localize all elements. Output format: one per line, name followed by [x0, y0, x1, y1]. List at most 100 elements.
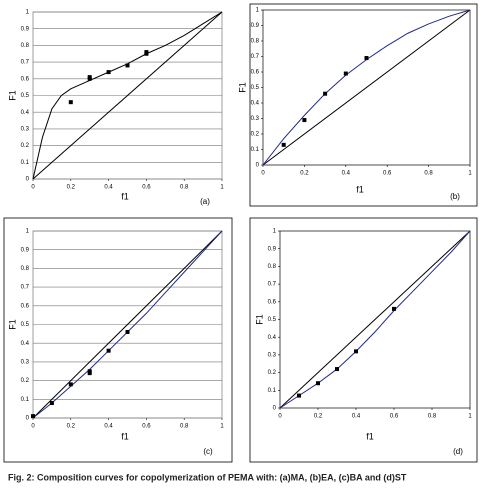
y-tick-label: 0.4	[268, 335, 277, 341]
y-tick-label: 0.8	[21, 43, 30, 49]
y-tick-label: 0.1	[21, 160, 30, 166]
x-axis-label: f1	[121, 431, 129, 441]
y-tick-label: 0.3	[268, 352, 277, 358]
data-point	[68, 100, 73, 105]
y-tick-label: 0.3	[21, 126, 30, 132]
y-tick-label: 0.9	[21, 247, 30, 253]
curve	[32, 11, 223, 180]
y-tick-label: 0.1	[21, 397, 30, 403]
y-tick-label: 0	[256, 163, 260, 169]
y-tick-label: 1	[26, 229, 30, 235]
curve	[279, 230, 471, 409]
x-tick-label: 0.4	[352, 414, 361, 420]
x-tick-label: 0.8	[424, 171, 433, 177]
x-tick-label: 1	[468, 414, 472, 420]
data-point	[106, 70, 111, 75]
curve	[32, 230, 223, 419]
y-tick-label: 0.5	[251, 85, 260, 91]
x-tick-label: 0.2	[314, 414, 323, 420]
y-tick-label: 1	[256, 8, 260, 14]
data-point	[31, 414, 35, 419]
x-tick-label: 0.4	[104, 424, 113, 430]
data-point	[281, 142, 286, 147]
data-point	[49, 401, 54, 406]
x-tick-label: 1	[468, 171, 472, 177]
x-tick-label: 0.4	[104, 185, 113, 191]
x-axis-label: f1	[121, 191, 129, 201]
panel-label: (d)	[453, 447, 463, 456]
y-tick-label: 0.1	[268, 388, 277, 394]
y-tick-label: 1	[273, 229, 277, 235]
y-axis-label: F1	[7, 319, 17, 330]
x-tick-label: 0.6	[142, 185, 151, 191]
y-tick-label: 0.7	[268, 282, 277, 288]
data-point	[335, 367, 339, 372]
x-tick-label: 0.6	[390, 414, 399, 420]
data-point	[354, 349, 358, 354]
panel-frame	[249, 3, 478, 207]
y-tick-label: 0.7	[251, 54, 260, 60]
y-tick-label: 0.6	[21, 303, 30, 309]
x-tick-label: 0.8	[428, 414, 437, 420]
y-axis-label: F1	[7, 90, 17, 101]
plot-area	[279, 230, 471, 409]
y-tick-label: 0.2	[251, 132, 260, 138]
x-axis-label: f1	[366, 431, 374, 441]
y-tick-label: 0.1	[251, 147, 260, 153]
curve	[262, 9, 471, 166]
y-tick-label: 0.5	[268, 317, 277, 323]
x-tick-label: 0	[278, 414, 282, 420]
y-tick-label: 0.9	[21, 26, 30, 32]
x-tick-label: 0.8	[180, 185, 189, 191]
plot-area	[32, 11, 223, 180]
y-tick-label: 0.4	[21, 341, 30, 347]
y-tick-label: 0.2	[21, 378, 30, 384]
x-axis-label: f1	[356, 184, 364, 194]
x-tick-label: 0.2	[67, 424, 76, 430]
caption: Fig. 2: Composition curves for copolymer…	[8, 472, 407, 482]
y-tick-label: 0.4	[21, 110, 30, 116]
y-tick-label: 0.6	[268, 299, 277, 305]
y-tick-label: 0.7	[21, 285, 30, 291]
y-tick-label: 0.9	[251, 23, 260, 29]
y-tick-label: 0	[26, 177, 30, 183]
y-tick-label: 0.7	[21, 60, 30, 66]
x-tick-label: 0.8	[180, 424, 189, 430]
data-point	[392, 306, 396, 311]
data-point	[302, 118, 307, 123]
y-tick-label: 0.6	[251, 70, 260, 76]
y-tick-label: 0.2	[268, 370, 277, 376]
y-tick-label: 0.2	[21, 143, 30, 149]
y-tick-label: 0.8	[251, 39, 260, 45]
y-tick-label: 0.5	[21, 93, 30, 99]
data-point	[125, 329, 130, 334]
x-tick-label: 0	[261, 171, 265, 177]
y-axis-label: F1	[237, 82, 247, 93]
x-tick-label: 0.2	[300, 171, 309, 177]
y-tick-label: 0.8	[21, 266, 30, 272]
data-point	[297, 393, 301, 398]
y-tick-label: 0	[273, 406, 277, 412]
x-tick-label: 0	[31, 185, 35, 191]
data-point	[68, 382, 73, 387]
data-point	[364, 56, 369, 61]
curve	[279, 230, 471, 409]
data-point	[87, 369, 92, 374]
panel-frame	[3, 217, 233, 463]
y-tick-label: 0	[26, 416, 30, 422]
data-point	[316, 381, 320, 386]
data-point	[343, 71, 348, 76]
data-point	[87, 75, 92, 80]
data-point	[125, 63, 130, 68]
y-tick-label: 1	[26, 10, 30, 16]
panel-label: (a)	[200, 197, 210, 206]
y-axis-label: F1	[254, 314, 264, 325]
y-tick-label: 0.3	[21, 359, 30, 365]
y-tick-label: 0.5	[21, 322, 30, 328]
plot-area	[32, 230, 223, 419]
x-tick-label: 0.6	[142, 424, 151, 430]
y-tick-label: 0.3	[251, 116, 260, 122]
panel-label: (c)	[203, 447, 213, 456]
y-tick-label: 0.6	[21, 76, 30, 82]
